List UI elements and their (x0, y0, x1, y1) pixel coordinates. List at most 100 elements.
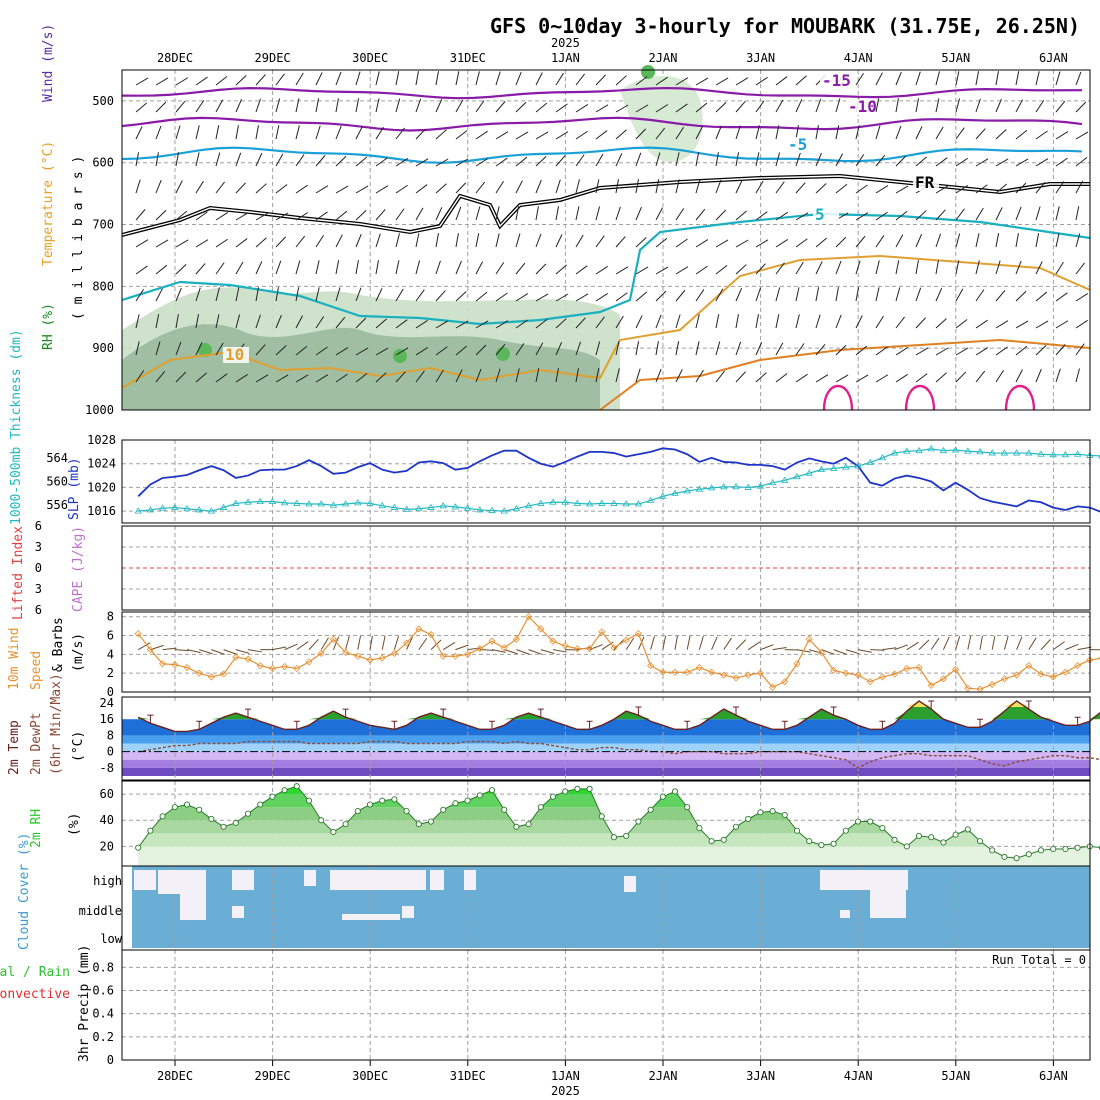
wind-barb (855, 315, 863, 329)
wind10-point (354, 652, 362, 660)
wind-barb (675, 179, 680, 194)
panel-frame (121, 439, 1091, 524)
wind-barb (815, 237, 828, 248)
wind-barb (495, 262, 505, 275)
thickness-point (293, 499, 301, 506)
wind-barb (195, 211, 208, 221)
wind-barb (1075, 157, 1088, 167)
wind-barb (695, 126, 703, 140)
wind-barb (935, 347, 949, 356)
wind-barb (435, 129, 447, 140)
wind-barb (755, 342, 763, 356)
wind-barb (835, 98, 841, 113)
wind-barb (355, 373, 368, 383)
rh-point (1050, 845, 1057, 853)
panel-frame (121, 69, 1091, 411)
wind-barb (575, 317, 586, 329)
wind-barb (1015, 182, 1027, 194)
wind-barb (215, 212, 229, 221)
pressure-tick-label: 700 (92, 218, 114, 232)
isotherm-plus15 (599, 338, 1091, 411)
wind-barb (995, 71, 999, 86)
wind-barb (1055, 181, 1065, 194)
wind10-point (305, 658, 313, 666)
wind-barb (515, 180, 523, 194)
rh-point (659, 793, 666, 800)
rh-shading-core (641, 65, 655, 79)
wind-barb (215, 75, 228, 86)
wind10-point (171, 661, 179, 669)
wind-barb (235, 212, 249, 221)
thickness-point (451, 503, 460, 510)
rh-point (806, 838, 813, 845)
temperature-band (122, 751, 1090, 760)
slp-tick-label: 1024 (87, 457, 116, 471)
wind-barb (895, 260, 900, 275)
wind-barb (735, 264, 747, 275)
cloud-row-label: high (93, 874, 122, 888)
wind10-point (744, 671, 752, 679)
wind-barb (815, 183, 827, 194)
rh-point (537, 804, 544, 811)
contour-label-bg (223, 347, 249, 363)
thickness-point (402, 505, 411, 512)
wind-barb (175, 180, 183, 194)
cloud-clear-patch (134, 870, 156, 890)
temperature-minmax-bar (733, 706, 739, 716)
wind-barb (135, 265, 148, 275)
wind-barb (955, 71, 960, 86)
wind-barb (695, 289, 705, 302)
wind-barb (135, 239, 149, 248)
wind10-point (903, 664, 911, 673)
wind-barb (715, 370, 725, 383)
rh-point (952, 831, 959, 838)
date-tick-top: 2JAN (649, 51, 678, 65)
wind-barb (535, 293, 549, 302)
wind-barb (1035, 71, 1040, 86)
rh-point (464, 797, 471, 804)
wind-barb (295, 125, 300, 140)
wind-barb (515, 156, 528, 167)
thickness-point (171, 503, 179, 510)
wind-barb (155, 101, 167, 113)
wind10-barb (540, 649, 555, 655)
wind-barb (275, 184, 288, 194)
wind-barb (775, 125, 780, 140)
wind-barb (695, 239, 709, 248)
wind-barb (935, 157, 948, 167)
wind-barb (375, 347, 389, 356)
wind-barb (815, 374, 829, 383)
wind-barb (675, 266, 689, 275)
wind10-barb (674, 635, 678, 650)
wind-barb (955, 157, 968, 167)
rh-point (1001, 853, 1008, 860)
wind-barb (435, 207, 443, 221)
wind-barb (615, 368, 620, 383)
wind10-barb (381, 635, 386, 650)
thickness-point (146, 506, 155, 513)
wind10-point (525, 613, 533, 621)
cloud-clear-patch (624, 876, 636, 892)
wind-barb (395, 371, 406, 383)
thickness-point (207, 507, 216, 514)
thickness-point (439, 502, 447, 509)
precip-tick-label: 0 (107, 1053, 114, 1067)
temperature-line (137, 700, 1100, 733)
wind-barb (1035, 345, 1047, 356)
wind-barb (575, 234, 584, 248)
wind10-point (793, 660, 801, 668)
wind10-barb (686, 635, 691, 650)
wind-barb (215, 152, 221, 167)
run-total-label: Run Total = 0 (992, 953, 1086, 967)
wind-barb (1035, 158, 1049, 167)
wind-barb (375, 233, 381, 248)
wind-barb (855, 345, 868, 356)
wind-barb (135, 152, 140, 167)
chart-title: GFS 0~10day 3-hourly for MOUBARK (31.75E… (490, 14, 1080, 38)
wind-barb (635, 76, 648, 86)
wind-barb (795, 152, 801, 167)
wind-barb (1015, 290, 1027, 302)
wind-barb (695, 265, 708, 275)
wind10-barb (760, 644, 774, 651)
wind-barb (535, 233, 542, 248)
